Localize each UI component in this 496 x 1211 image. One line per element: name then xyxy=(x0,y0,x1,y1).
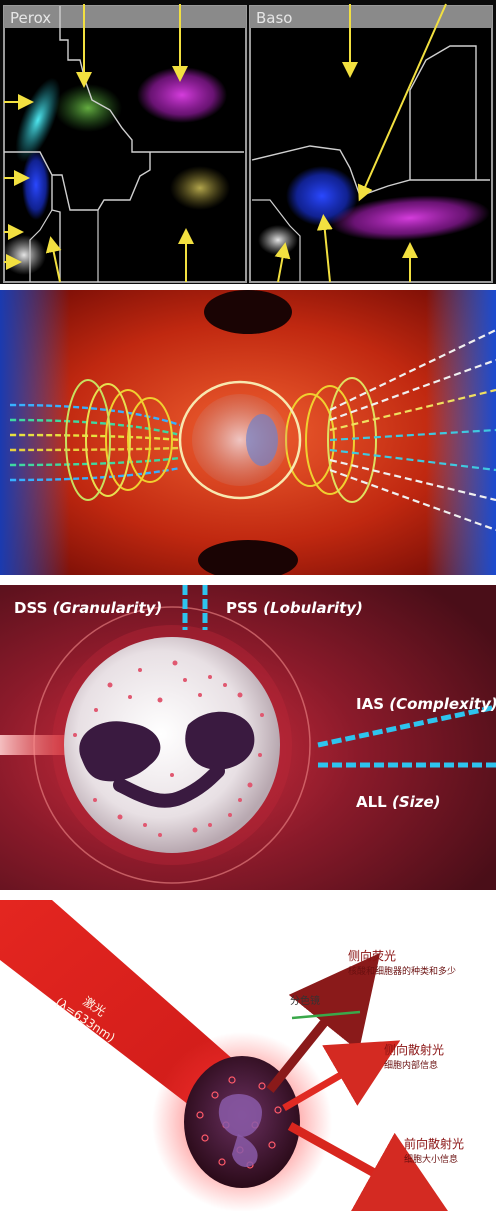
perox-title: Perox xyxy=(10,9,51,27)
side-fluorescence-desc: 核酸和细胞器的种类和多少 xyxy=(348,965,456,977)
dichroic-mirror xyxy=(291,1010,361,1020)
ias-label: IAS (Complexity) xyxy=(356,695,496,713)
forward-scatter-desc: 细胞大小信息 xyxy=(404,1153,458,1165)
scatterplot-image: Perox Baso xyxy=(2,3,493,283)
laser-scatter-panel: 激光 (λ=633nm) 分色镜 侧向荧光 核酸和细胞器的种类和多少 侧向散射光… xyxy=(0,900,496,1211)
flow-cell-illustration xyxy=(0,290,496,575)
granules xyxy=(73,660,264,837)
forward-scatter-title: 前向散射光 xyxy=(404,1136,464,1151)
dss-label: DSS (Granularity) xyxy=(14,599,162,617)
scatterplot-panel: Perox Baso xyxy=(0,0,496,284)
flow-cell-image xyxy=(0,290,496,575)
side-fluorescence-title: 侧向荧光 xyxy=(348,948,396,963)
multi-angle-scatter-panel: DSS (Granularity) PSS (Lobularity) IAS (… xyxy=(0,585,496,890)
perox-plot: Perox xyxy=(2,4,247,283)
pss-label: PSS (Lobularity) xyxy=(226,599,363,617)
side-scatter-desc: 细胞内部信息 xyxy=(384,1059,438,1071)
baso-plot: Baso xyxy=(249,3,493,283)
dichroic-label: 分色镜 xyxy=(290,994,320,1007)
all-label: ALL (Size) xyxy=(356,793,441,811)
baso-title: Baso xyxy=(256,9,292,27)
laser-scatter-image: 激光 (λ=633nm) 分色镜 侧向荧光 核酸和细胞器的种类和多少 侧向散射光… xyxy=(0,900,464,1211)
multi-angle-scatter-image: DSS (Granularity) PSS (Lobularity) IAS (… xyxy=(0,585,496,890)
side-scatter-title: 侧向散射光 xyxy=(384,1042,444,1057)
